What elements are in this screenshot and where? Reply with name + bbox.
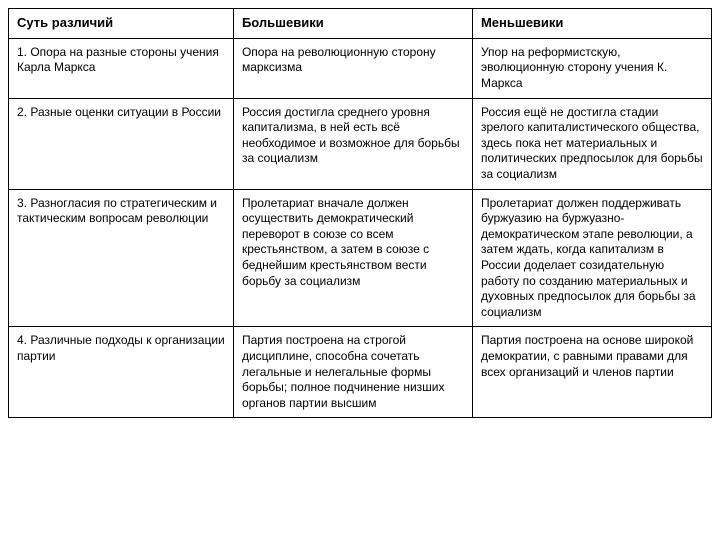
cell: Пролетариат вначале должен осуществить д…: [233, 189, 472, 327]
table-row: 3. Разногласия по стратегическим и такти…: [9, 189, 712, 327]
cell: 4. Различные подходы к организации парти…: [9, 327, 234, 418]
cell: Пролетариат должен поддерживать буржуази…: [472, 189, 711, 327]
cell: Партия построена на строгой дисциплине, …: [233, 327, 472, 418]
header-cell: Большевики: [233, 9, 472, 39]
cell: 3. Разногласия по стратегическим и такти…: [9, 189, 234, 327]
table-header-row: Суть различий Большевики Меньшевики: [9, 9, 712, 39]
table-row: 2. Разные оценки ситуации в России Росси…: [9, 98, 712, 189]
cell: Упор на реформистскую, эволюционную стор…: [472, 38, 711, 98]
cell: Россия ещё не достигла стадии зрелого ка…: [472, 98, 711, 189]
cell: Партия построена на основе широкой демок…: [472, 327, 711, 418]
cell: Россия достигла среднего уровня капитали…: [233, 98, 472, 189]
cell: Опора на революционную сторону марксизма: [233, 38, 472, 98]
comparison-table: Суть различий Большевики Меньшевики 1. О…: [8, 8, 712, 418]
table-row: 4. Различные подходы к организации парти…: [9, 327, 712, 418]
header-cell: Суть различий: [9, 9, 234, 39]
cell: 2. Разные оценки ситуации в России: [9, 98, 234, 189]
header-cell: Меньшевики: [472, 9, 711, 39]
table-row: 1. Опора на разные стороны учения Карла …: [9, 38, 712, 98]
cell: 1. Опора на разные стороны учения Карла …: [9, 38, 234, 98]
